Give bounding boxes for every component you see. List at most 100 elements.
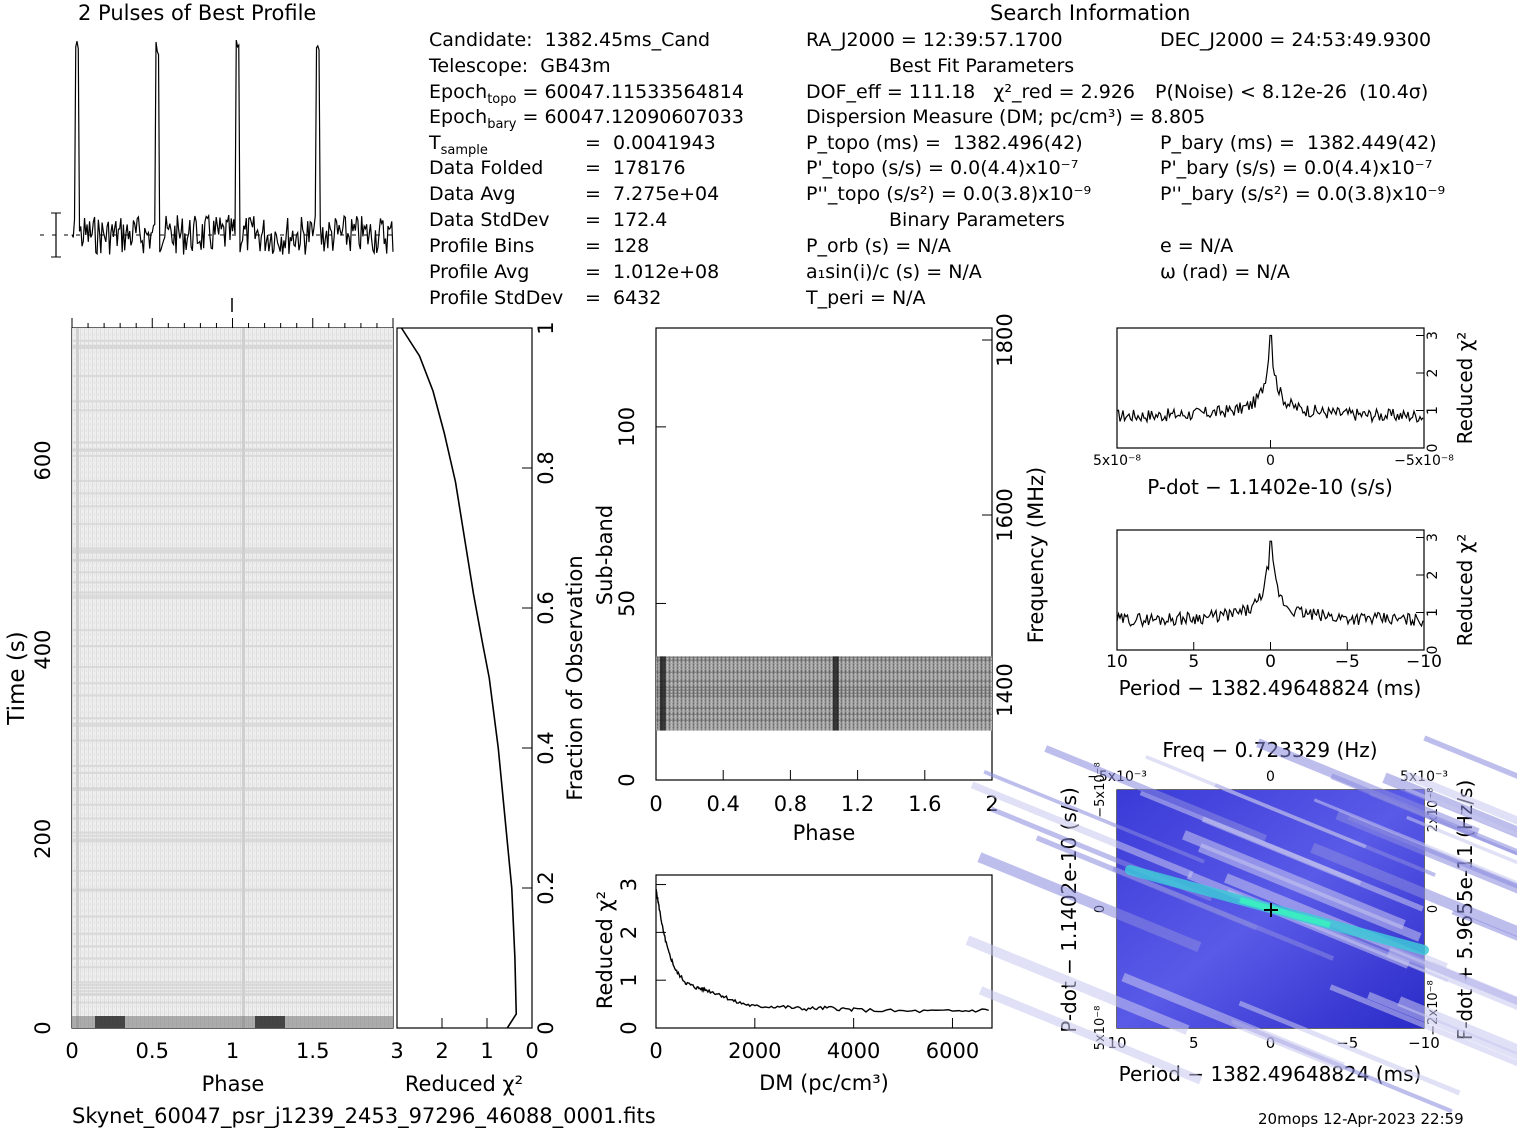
time-phase-row [72, 400, 393, 403]
redchi-time-ytick-label: 1 [534, 321, 558, 334]
time-phase-pulse-column [242, 328, 245, 1028]
time-phase-row [72, 339, 393, 342]
time-phase-row [72, 771, 393, 774]
subband-row [656, 671, 992, 673]
ppdot-stripe [970, 781, 1194, 879]
search-info-title: Search Information [990, 1, 1191, 25]
time-phase-row [72, 547, 393, 550]
data-stddev-value: = 172.4 [585, 209, 668, 231]
profile-line [71, 40, 394, 256]
ppdot-stripe [1035, 835, 1258, 931]
period-chi-xlabel: Period − 1382.49648824 (ms) [1119, 676, 1422, 700]
ppdot-stripe [1044, 745, 1267, 842]
p-bary: P_bary (ms) = 1382.449(42) [1160, 132, 1437, 154]
ppdot-stripe [1198, 843, 1422, 942]
ppdot-stripe [1386, 947, 1517, 1011]
t-sample: Tsample [429, 132, 488, 158]
p-orb: P_orb (s) = N/A [806, 235, 951, 257]
redchi-time-frame [396, 327, 533, 1029]
time-phase-ytick-label: 600 [31, 440, 55, 480]
time-phase-row [72, 915, 393, 918]
ppdot-stripe [1423, 735, 1517, 779]
time-phase-row [72, 803, 393, 806]
time-phase-row [72, 722, 393, 725]
dm-chi-xtick-label: 4000 [827, 1039, 880, 1063]
pdot-chi-xtick-label: 0 [1266, 453, 1275, 469]
subband-row [656, 704, 992, 706]
best-fit-title: Best Fit Parameters [889, 55, 1075, 77]
dm: Dispersion Measure (DM; pc/cm³) = 8.805 [806, 106, 1206, 128]
filename: Skynet_60047_psr_j1239_2453_97296_46088_… [72, 1104, 656, 1128]
timestamp: 20mops 12-Apr-2023 22:59 [1258, 1110, 1464, 1128]
subband-pulse-column [659, 656, 666, 731]
p-topo: P_topo (ms) = 1382.496(42) [806, 132, 1083, 154]
epoch-bary: Epochbary = 60047.12090607033 [429, 106, 744, 132]
data-folded-value: = 178176 [585, 157, 686, 179]
time-phase-row [72, 596, 393, 599]
subband-row [656, 701, 992, 703]
profile-avg-value: = 1.012e+08 [585, 261, 720, 283]
pdot-chi-xlabel: P-dot − 1.1402e-10 (s/s) [1147, 475, 1393, 499]
period-chi-xtick-label: 5 [1188, 652, 1199, 672]
ppdot-stripe [979, 986, 1203, 1085]
time-phase-xtick-label: 0.5 [136, 1039, 169, 1063]
redchi-time-ytick-label: 0 [534, 1021, 558, 1034]
time-phase-row [72, 594, 393, 597]
subband-filled-band [656, 656, 992, 731]
ppdot-stripe [1382, 772, 1517, 838]
redchi-time-xtick-label: 2 [435, 1039, 448, 1063]
subband-row [656, 680, 992, 682]
time-phase-ytick-label: 200 [31, 819, 55, 859]
subband-row [656, 725, 992, 727]
time-phase-row [72, 945, 393, 948]
period-chi-ytick-label: 3 [1425, 533, 1441, 542]
subband-row [656, 662, 992, 664]
dm-chi-frame [655, 874, 993, 1029]
time-phase-row [72, 788, 393, 791]
profile-bins: Profile Bins [429, 235, 535, 257]
period-chi-frame [1116, 529, 1425, 651]
time-phase-row [72, 957, 393, 960]
t-peri: T_peri = N/A [806, 287, 926, 309]
redchi-time-ytick-label: 0.2 [534, 871, 558, 904]
time-phase-row [72, 831, 393, 834]
pdot-chi-ylabel: Reduced χ² [1453, 332, 1477, 445]
subband-row [656, 677, 992, 679]
time-phase-bottom-strip [72, 1016, 393, 1028]
dm-chi-ytick-label: 3 [617, 878, 641, 891]
data-avg-value: = 7.275e+04 [585, 183, 720, 205]
time-phase-row [72, 629, 393, 632]
candidate-label: Candidate: 1382.45ms_Cand [429, 29, 711, 51]
subband-row [656, 710, 992, 712]
redchi-time-xtick-label: 3 [390, 1039, 403, 1063]
time-phase-xtick-label: 0 [65, 1039, 78, 1063]
period-chi-xtick-label: 10 [1106, 652, 1128, 672]
subband-row [656, 713, 992, 715]
dof: DOF_eff = 111.18 χ²_red = 2.926 [806, 81, 1136, 103]
time-phase-row [72, 990, 393, 993]
period-chi-xtick-label: −10 [1406, 652, 1442, 672]
dm-chi-xtick-label: 6000 [926, 1039, 979, 1063]
subband-row [656, 707, 992, 709]
time-phase-row [72, 571, 393, 574]
time-phase-row [72, 409, 393, 412]
time-phase-row [72, 717, 393, 720]
time-phase-row [72, 817, 393, 820]
time-phase-row [72, 492, 393, 495]
ppdot-stripe [1310, 842, 1517, 938]
time-phase-row [72, 981, 393, 984]
pdot-chi-xtick-label: −5x10⁻⁸ [1394, 453, 1454, 469]
data-stddev: Data StdDev [429, 209, 550, 231]
epoch-topo: Epochtopo = 60047.11533564814 [429, 81, 744, 107]
time-phase-bottom-dark [95, 1016, 125, 1028]
ppdot-stripe [1404, 787, 1517, 837]
subband-pulse-column [832, 656, 839, 731]
subband-row [656, 716, 992, 718]
profile-stddev-value: = 6432 [585, 287, 662, 309]
ppdot-stripe [965, 935, 1190, 1035]
subband-row [656, 683, 992, 685]
time-phase-row [72, 347, 393, 350]
time-phase-row [72, 441, 393, 444]
time-phase-bottom-dark [255, 1016, 285, 1028]
